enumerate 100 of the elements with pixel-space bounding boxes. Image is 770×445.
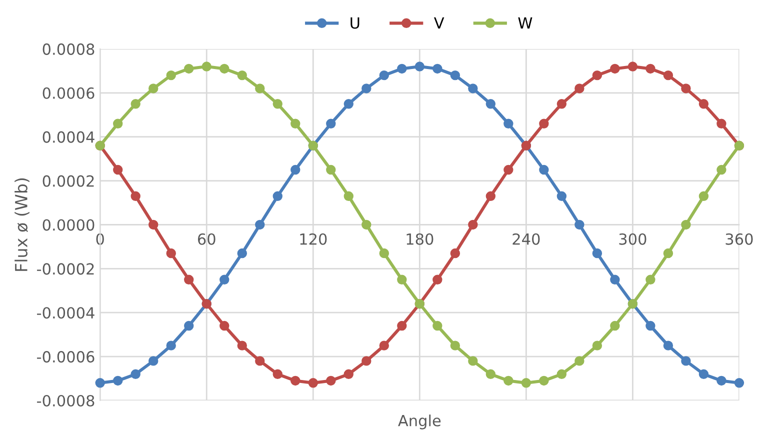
point (344, 99, 354, 109)
point (646, 320, 656, 331)
point (362, 356, 372, 366)
point (432, 320, 442, 331)
point (610, 64, 620, 74)
point (255, 220, 265, 230)
point (734, 378, 744, 388)
point (112, 164, 123, 175)
point (539, 376, 549, 386)
point (184, 274, 194, 285)
y-tick-label: 0.0006 (42, 87, 94, 99)
point (362, 220, 372, 230)
point (237, 340, 247, 350)
point (290, 164, 300, 175)
point (698, 369, 709, 379)
point (698, 99, 709, 109)
x-tick-label: 360 (726, 233, 753, 245)
point (486, 99, 496, 109)
point (468, 84, 478, 94)
point (148, 220, 158, 230)
point (255, 84, 265, 94)
point (646, 64, 656, 74)
point (539, 164, 549, 175)
point (344, 369, 354, 379)
point (220, 320, 230, 331)
point (166, 340, 176, 350)
y-tick-label: -0.0006 (37, 351, 94, 363)
point (504, 376, 514, 386)
y-tick-label: 0.0000 (42, 219, 94, 231)
point (556, 369, 567, 379)
point (397, 64, 407, 74)
point (130, 191, 140, 202)
y-tick-label: 0.0002 (42, 175, 94, 187)
y-tick-label: -0.0004 (37, 307, 94, 319)
point (432, 274, 442, 285)
point (272, 369, 282, 379)
point (237, 248, 247, 258)
y-tick-label: 0.0008 (42, 43, 94, 55)
point (272, 191, 282, 202)
point (220, 64, 230, 74)
point (646, 274, 656, 285)
legend-label: V (434, 17, 444, 29)
point (326, 164, 336, 175)
point (486, 369, 496, 379)
point (95, 378, 105, 388)
x-tick-label: 240 (512, 233, 540, 245)
point (610, 274, 620, 285)
point (539, 118, 549, 129)
point (148, 84, 158, 94)
point (290, 118, 300, 129)
point (148, 356, 158, 366)
point (610, 320, 620, 331)
point (237, 70, 247, 80)
point (468, 356, 478, 366)
point (574, 356, 584, 366)
y-axis-title: Flux ø (Wb) (14, 178, 30, 271)
point (220, 274, 230, 285)
x-tick-label: 60 (198, 233, 216, 245)
point (698, 191, 709, 202)
legend-label: U (350, 17, 360, 29)
point (112, 376, 123, 386)
point (166, 70, 176, 80)
point (397, 320, 407, 331)
point (450, 70, 460, 80)
point (130, 369, 140, 379)
x-tick-label: 120 (300, 233, 327, 245)
point (716, 376, 726, 386)
point (308, 378, 318, 388)
point (379, 70, 390, 80)
point (450, 340, 460, 350)
point (290, 376, 300, 386)
point (130, 99, 140, 109)
point (663, 70, 674, 80)
point (574, 84, 584, 94)
legend-label: W (518, 17, 532, 29)
point (716, 118, 726, 129)
point (432, 64, 442, 74)
point (681, 220, 691, 230)
point (166, 248, 176, 258)
point (362, 84, 372, 94)
point (112, 118, 123, 129)
point (450, 248, 460, 258)
x-tick-label: 0 (96, 233, 104, 245)
point (681, 84, 691, 94)
point (379, 340, 390, 350)
point (663, 340, 674, 350)
point (202, 62, 212, 72)
x-tick-label: 180 (406, 233, 434, 245)
point (486, 191, 496, 202)
point (592, 248, 602, 258)
point (716, 164, 726, 175)
point (326, 376, 336, 386)
point (681, 356, 691, 366)
point (379, 248, 390, 258)
point (397, 274, 407, 285)
point (184, 320, 194, 331)
point (628, 62, 638, 72)
point (592, 70, 602, 80)
x-axis-title: Angle (398, 414, 441, 430)
point (556, 191, 567, 202)
